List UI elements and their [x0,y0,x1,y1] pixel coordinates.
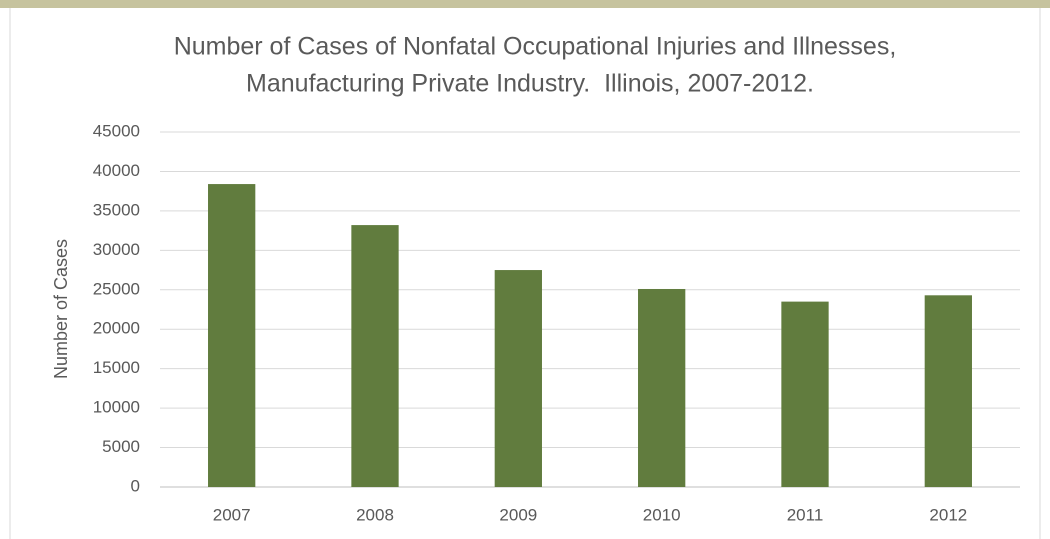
y-tick-label: 20000 [93,319,140,338]
y-tick-label: 35000 [93,200,140,219]
bar [351,225,399,488]
x-tick-label: 2009 [499,505,537,524]
bar [638,288,686,487]
y-tick-label: 25000 [93,279,140,298]
top-border [0,0,1050,8]
chart-title: Manufacturing Private Industry. Illinois… [246,70,814,98]
y-tick-label: 0 [131,476,140,495]
y-tick-label: 5000 [102,437,140,456]
x-tick-label: 2008 [356,505,394,524]
bar [781,301,829,487]
x-tick-label: 2011 [787,505,824,524]
y-axis-label: Number of Cases [51,239,71,379]
x-tick-label: 2007 [213,505,251,524]
bar [494,270,542,487]
x-tick-label: 2012 [929,505,967,524]
bar [208,184,256,488]
y-tick-label: 40000 [93,161,140,180]
y-tick-label: 30000 [93,240,140,259]
chart-title: Number of Cases of Nonfatal Occupational… [174,33,897,61]
x-tick-label: 2010 [643,505,681,524]
y-tick-label: 15000 [93,358,140,377]
y-tick-label: 10000 [93,398,140,417]
bar [924,295,972,487]
y-tick-label: 45000 [93,121,140,140]
